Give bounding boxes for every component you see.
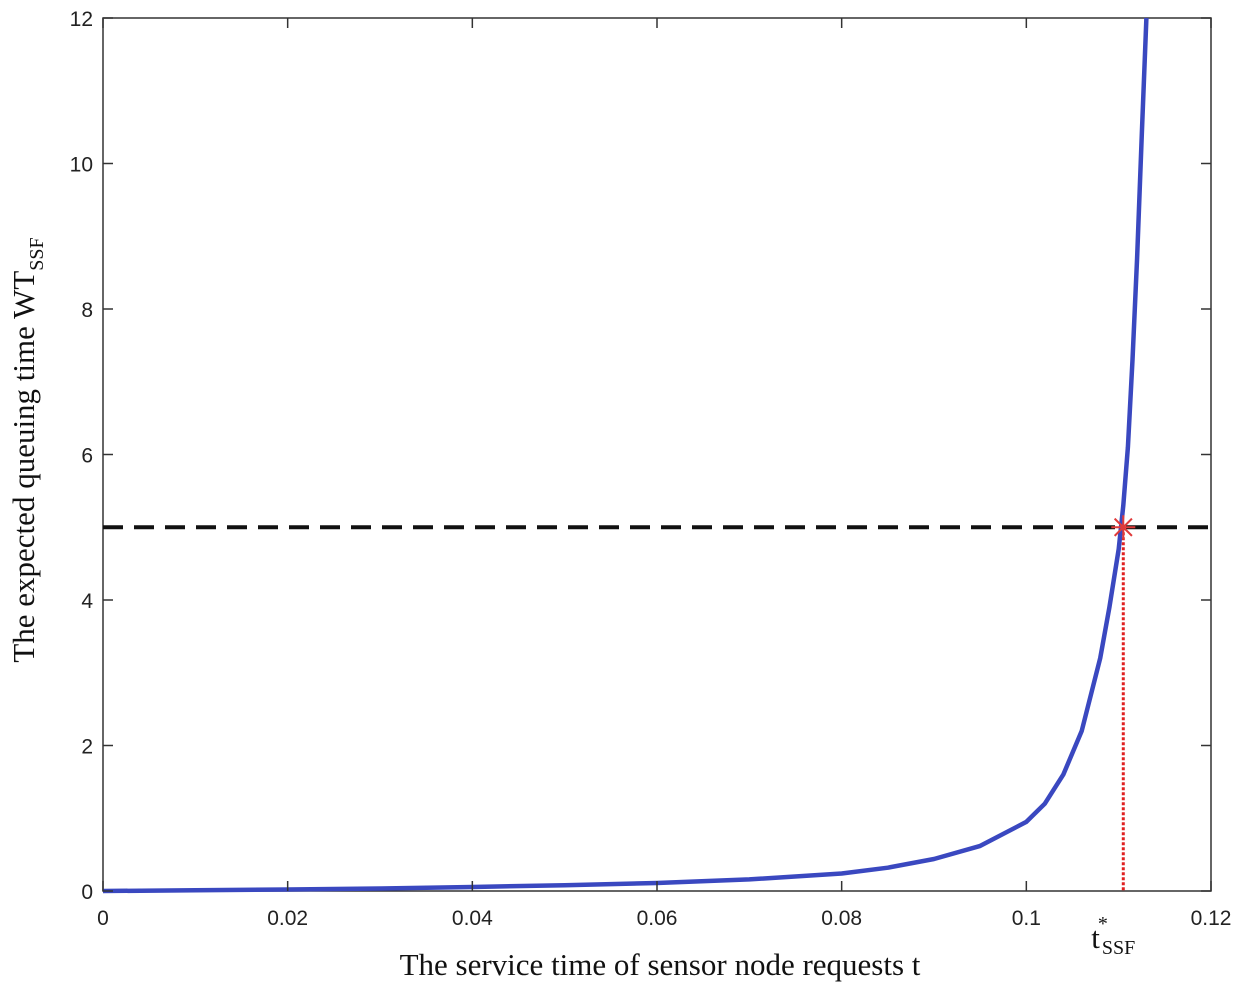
t-annotation-sub: SSF	[1102, 937, 1135, 959]
x-tick-label: 0	[97, 907, 109, 930]
intersection-marker	[1111, 515, 1136, 540]
y-tick-label: 6	[81, 445, 93, 468]
y-axis-title: The expected queuing time WTSSF	[6, 237, 48, 662]
y-tick-label: 8	[81, 299, 93, 322]
x-tick-label: 0.1	[1012, 907, 1041, 930]
y-axis-title-sub: SSF	[26, 237, 48, 270]
y-tick-label: 4	[81, 590, 93, 613]
y-axis-title-main: The expected queuing time WT	[6, 271, 41, 663]
x-tick-label: 0.08	[821, 907, 862, 930]
tick-labels: 0 0.02 0.04 0.06 0.08 0.1 0.12 0 2 4 6 8 10 12	[70, 8, 1232, 930]
x-tick-label: 0.02	[267, 907, 308, 930]
t-annotation-main: t	[1091, 920, 1100, 955]
y-tick-label: 12	[70, 8, 93, 31]
y-tick-label: 10	[70, 154, 93, 177]
x-axis-title: The service time of sensor node requests…	[400, 947, 921, 982]
series-line	[102, 17, 1149, 894]
y-tick-label: 2	[81, 736, 93, 759]
y-tick-label: 0	[81, 881, 93, 904]
plot-content	[102, 17, 1212, 894]
t-ssf-annotation: t* SSF	[1091, 913, 1135, 959]
plot-frame	[102, 17, 1212, 892]
ticks	[102, 17, 1212, 892]
x-tick-label: 0.06	[637, 907, 678, 930]
x-tick-label: 0.12	[1191, 907, 1232, 930]
t-annotation-sup: *	[1098, 913, 1108, 935]
marker-stroke	[1113, 517, 1133, 537]
x-tick-label: 0.04	[452, 907, 493, 930]
